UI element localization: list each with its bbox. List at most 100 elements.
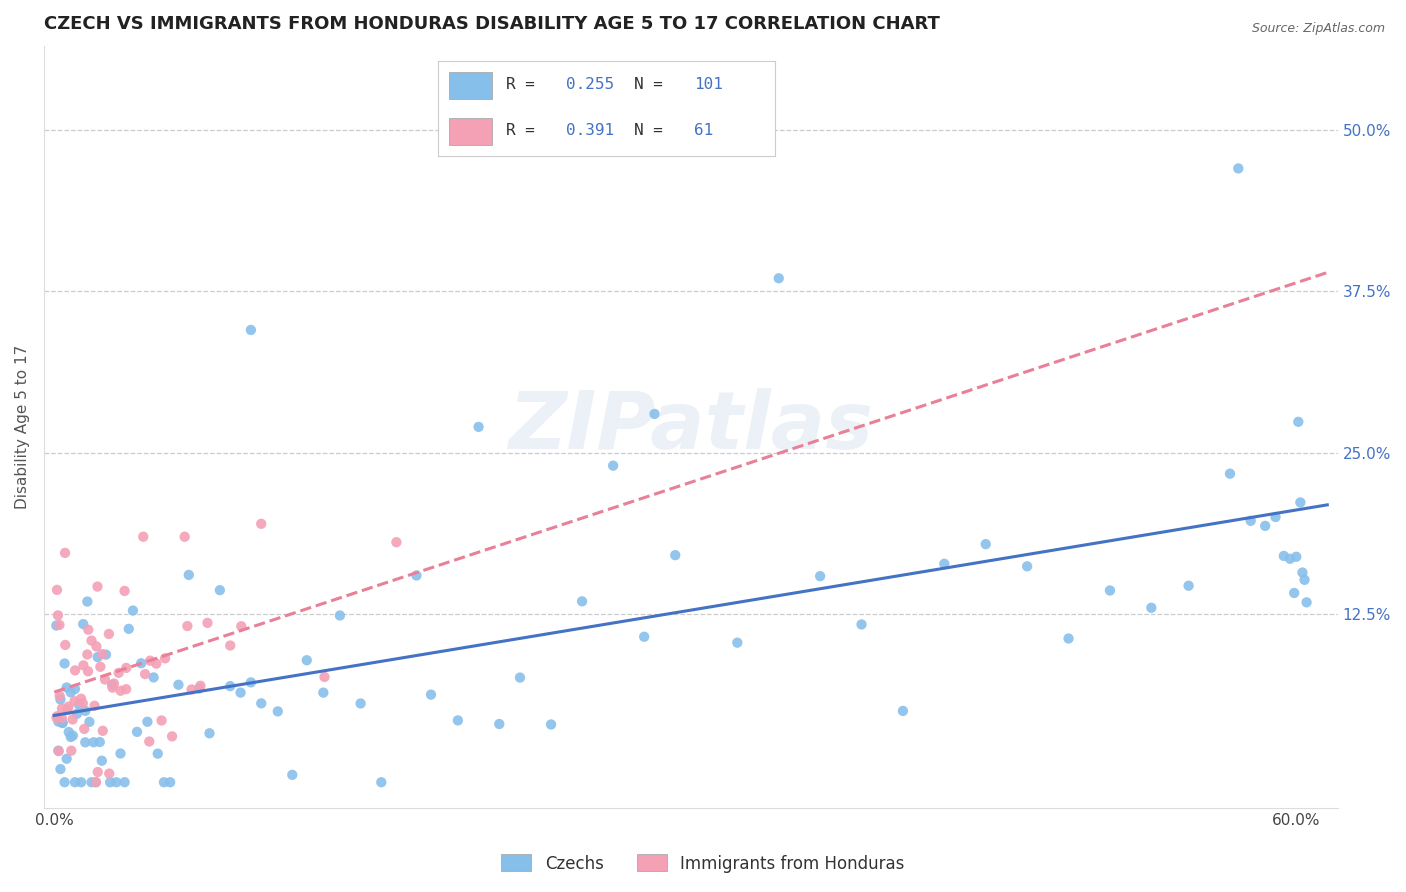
Point (58, 725, 80, 739)
Point (49, 692, 72, 706)
Point (46, 709, 69, 723)
Point (60, 744, 83, 758)
Point (198, 726, 221, 740)
Point (1240, 514, 1263, 528)
Point (48, 743, 70, 757)
Point (89, 660, 111, 674)
Point (808, 569, 831, 583)
Point (76, 648, 98, 662)
Point (48, 714, 70, 729)
Point (49, 762, 72, 776)
Point (644, 407, 666, 421)
Point (250, 697, 273, 711)
Point (114, 775, 136, 789)
Point (664, 548, 686, 562)
Point (176, 619, 198, 633)
Point (142, 670, 165, 684)
Point (51, 715, 73, 730)
Point (114, 583, 136, 598)
Point (1282, 586, 1305, 600)
Point (159, 775, 181, 789)
Legend: Czechs, Immigrants from Honduras: Czechs, Immigrants from Honduras (495, 847, 911, 880)
Point (59, 730, 82, 744)
Point (72, 696, 94, 710)
Point (84, 775, 107, 789)
Point (134, 667, 156, 681)
Point (75, 704, 97, 718)
Point (56, 703, 79, 717)
Point (1289, 495, 1312, 509)
Point (63, 775, 86, 789)
Point (1017, 559, 1039, 574)
Point (312, 685, 335, 699)
Point (349, 697, 371, 711)
Point (188, 681, 211, 696)
Point (602, 458, 624, 473)
Point (86, 764, 108, 779)
Point (58, 699, 80, 714)
Point (107, 665, 129, 680)
Point (150, 714, 173, 728)
Point (934, 557, 956, 571)
Point (1177, 579, 1199, 593)
Point (83, 698, 105, 713)
Point (1098, 583, 1121, 598)
Point (1279, 551, 1302, 566)
Point (173, 530, 195, 544)
Point (105, 775, 128, 789)
Point (167, 678, 190, 692)
Point (46, 582, 69, 597)
Point (72, 617, 94, 632)
Point (53, 657, 76, 671)
Point (83, 735, 105, 749)
Point (51, 701, 73, 715)
Point (97, 627, 120, 641)
Point (1219, 467, 1241, 481)
Point (329, 608, 352, 623)
Point (86, 640, 108, 654)
Point (1294, 573, 1316, 587)
Point (138, 734, 160, 748)
Point (250, 516, 273, 531)
Point (67, 698, 90, 712)
Point (281, 768, 304, 782)
Point (70, 775, 93, 789)
Point (447, 714, 470, 728)
Point (145, 657, 167, 671)
Y-axis label: Disability Age 5 to 17: Disability Age 5 to 17 (15, 344, 30, 509)
Point (70, 691, 93, 706)
Point (94, 648, 117, 662)
Point (72, 658, 94, 673)
Point (1272, 549, 1295, 563)
Point (974, 537, 997, 551)
Point (90, 754, 112, 768)
Point (62, 729, 84, 743)
Point (239, 675, 262, 690)
Point (115, 661, 138, 675)
Point (45, 618, 67, 632)
Point (84, 775, 107, 789)
Point (53, 546, 76, 560)
Point (125, 724, 148, 739)
Point (1264, 510, 1286, 524)
Point (91, 723, 114, 738)
Point (48, 618, 70, 632)
Point (1291, 566, 1313, 580)
Point (63, 694, 86, 708)
Point (509, 671, 531, 685)
Point (1285, 549, 1308, 564)
Point (55, 681, 77, 695)
Point (488, 717, 510, 731)
Point (153, 775, 176, 789)
Point (467, 420, 489, 434)
Point (146, 747, 169, 761)
Point (103, 676, 125, 690)
Point (405, 568, 427, 582)
Point (63, 664, 86, 678)
Point (110, 747, 132, 761)
Point (633, 630, 655, 644)
Point (180, 682, 202, 697)
Point (540, 717, 562, 731)
Point (55, 752, 77, 766)
Point (46, 608, 69, 623)
